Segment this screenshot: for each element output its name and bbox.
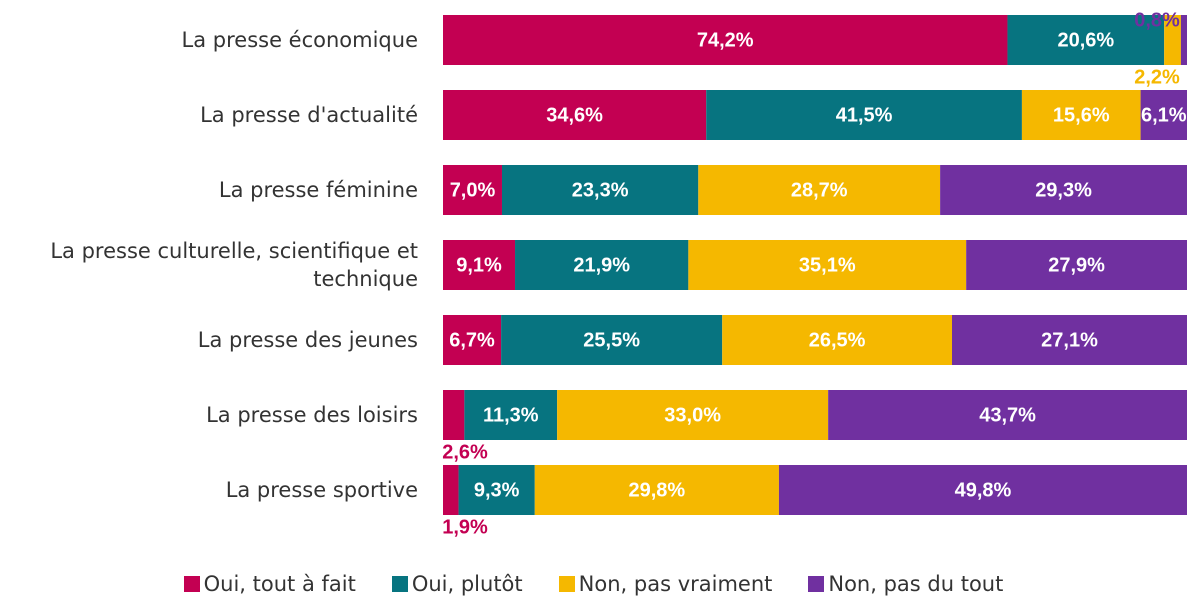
bar-segment — [688, 240, 967, 290]
category-label: La presse d'actualité — [200, 103, 418, 127]
bar-segment — [1007, 15, 1165, 65]
value-label: 9,3% — [474, 479, 520, 501]
legend-item: Non, pas du tout — [808, 572, 1003, 596]
bar-segment — [952, 315, 1187, 365]
value-label: 74,2% — [697, 29, 754, 51]
category-label: La presse féminine — [218, 178, 418, 202]
value-label: 7,0% — [450, 179, 496, 201]
bar-segment — [443, 465, 459, 515]
bar-segment — [828, 390, 1187, 440]
legend-swatch — [183, 576, 200, 592]
value-label: 29,8% — [628, 479, 685, 501]
value-label: 25,5% — [583, 329, 640, 351]
legend-swatch — [808, 576, 825, 592]
value-label: 35,1% — [799, 254, 856, 276]
value-label: 27,9% — [1048, 254, 1105, 276]
value-label: 20,6% — [1057, 29, 1114, 51]
legend-label: Non, pas vraiment — [578, 572, 773, 596]
value-label: 21,9% — [573, 254, 630, 276]
bar-segment — [1164, 15, 1181, 65]
bar-segment — [698, 165, 941, 215]
bar-segment — [443, 165, 502, 215]
value-label: 43,7% — [979, 404, 1036, 426]
bar-segment — [464, 390, 558, 440]
value-label: 33,0% — [664, 404, 721, 426]
value-label: 6,7% — [449, 329, 495, 351]
bar-segment — [706, 90, 1022, 140]
legend-item: Oui, plutôt — [391, 572, 523, 596]
bar-segment — [534, 465, 779, 515]
bar-segment — [443, 240, 516, 290]
bar-segment — [1021, 90, 1141, 140]
value-label: 26,5% — [809, 329, 866, 351]
bar-segment — [1140, 90, 1187, 140]
bar-segment — [722, 315, 953, 365]
legend-label: Oui, plutôt — [411, 572, 523, 596]
category-label: La presse sportive — [225, 478, 418, 502]
bar-segment — [778, 465, 1187, 515]
legend-label: Non, pas du tout — [828, 572, 1004, 596]
value-label: 27,1% — [1041, 329, 1098, 351]
value-label: 15,6% — [1053, 104, 1110, 126]
bar-segment — [458, 465, 535, 515]
legend-item: Oui, tout à fait — [183, 572, 356, 596]
value-label: 2,2% — [1134, 66, 1180, 88]
bar-segment — [501, 165, 699, 215]
legend-label: Oui, tout à fait — [203, 572, 356, 596]
bar-segment — [501, 315, 723, 365]
value-label: 28,7% — [791, 179, 848, 201]
legend-item: Non, pas vraiment — [558, 572, 773, 596]
value-label: 2,6% — [442, 441, 488, 463]
value-label: 11,3% — [483, 404, 539, 426]
value-label: 41,5% — [836, 104, 893, 126]
bar-segment — [443, 90, 707, 140]
value-label: 23,3% — [572, 179, 629, 201]
bar-segment — [443, 315, 502, 365]
category-label: La presse des loisirs — [206, 403, 418, 427]
value-label: 6,1% — [1141, 104, 1187, 126]
legend: Oui, tout à fait Oui, plutôt Non, pas vrai… — [0, 572, 1187, 596]
plot: 74,2% 20,6% 2,2% 0,8% 34,6% 41,5% 15,6% 6,1% 7,0… — [442, 9, 1187, 538]
value-label: 1,9% — [442, 516, 488, 538]
bar-segment — [515, 240, 689, 290]
category-label: La presse culturelle, scientifique et te… — [50, 239, 418, 291]
bar-segment — [966, 240, 1187, 290]
bar-segment — [443, 15, 1008, 65]
bar-segment — [1180, 15, 1187, 65]
category-label: La presse des jeunes — [197, 328, 418, 352]
legend-swatch — [391, 576, 408, 592]
bar-segment — [557, 390, 829, 440]
category-label: La presse économique — [181, 28, 418, 52]
bar-segment — [940, 165, 1187, 215]
value-label: 49,8% — [955, 479, 1012, 501]
value-label: 29,3% — [1035, 179, 1092, 201]
value-label: 9,1% — [456, 254, 502, 276]
value-label: 34,6% — [546, 104, 603, 126]
legend-swatch — [558, 576, 575, 592]
bar-segment — [443, 390, 465, 440]
value-label: 0,8% — [1134, 9, 1180, 31]
